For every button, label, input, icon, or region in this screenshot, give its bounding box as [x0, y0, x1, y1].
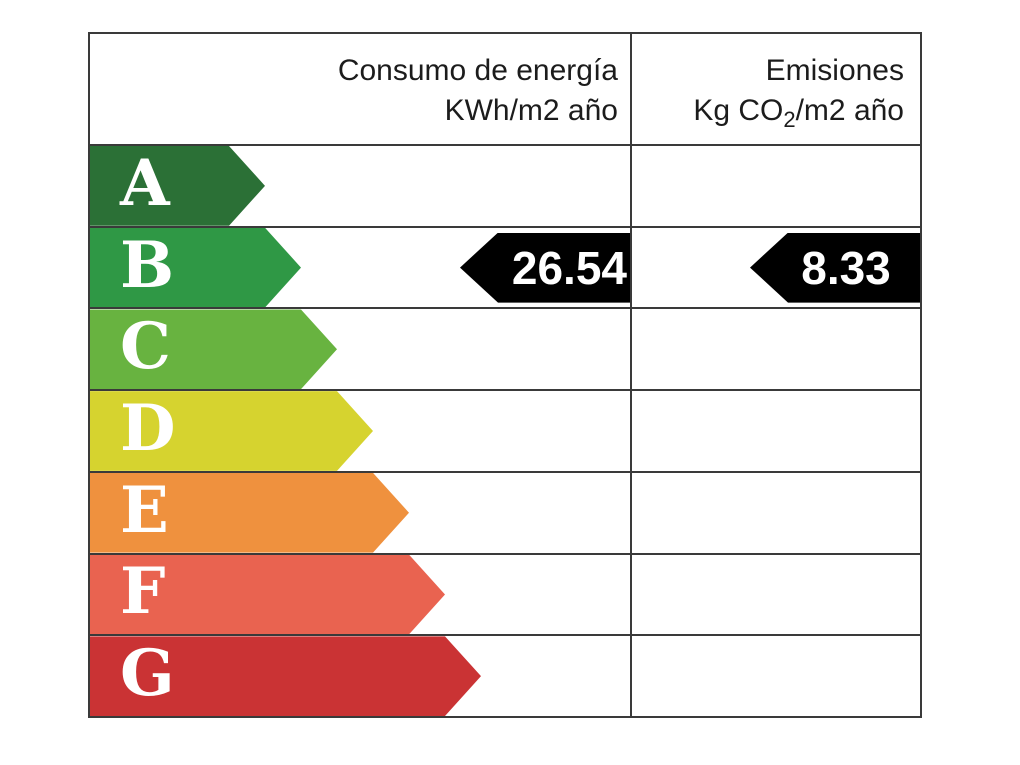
consumption-column-header: Consumo de energía KWh/m2 año	[90, 34, 630, 144]
consumption-value-arrow: 26.54	[460, 232, 630, 303]
rating-arrow-icon-f: F	[90, 555, 445, 635]
rating-letter: B	[120, 227, 175, 303]
emissions-header-line2: Kg CO2/m2 año	[693, 91, 904, 131]
rating-arrow-icon-d: D	[90, 391, 373, 471]
rating-letter: F	[120, 554, 166, 630]
rating-row-f: F	[90, 552, 920, 635]
emissions-header-units: /m2 año	[795, 94, 904, 127]
rating-row-emissions-cell	[630, 636, 920, 717]
rating-row-consumption-cell: B 26.54	[90, 228, 630, 308]
table-header-row: Consumo de energía KWh/m2 año Emisiones …	[90, 34, 920, 146]
rating-letter: C	[120, 309, 171, 385]
rating-arrow-icon-a: A	[90, 146, 265, 226]
rating-letter: D	[120, 391, 176, 467]
rating-arrow-icon-e: E	[90, 473, 409, 553]
rating-row-consumption-cell: A	[90, 146, 630, 226]
rating-row-e: E	[90, 470, 920, 553]
consumption-header-line1: Consumo de energía	[337, 54, 618, 87]
rating-row-emissions-cell	[630, 309, 920, 390]
rating-row-consumption-cell: F	[90, 555, 630, 635]
rating-row-consumption-cell: G	[90, 636, 630, 716]
rating-row-emissions-cell	[630, 554, 920, 635]
rating-row-g: G	[90, 634, 920, 717]
emissions-value-arrow: 8.33	[750, 232, 920, 303]
rating-row-c: C	[90, 307, 920, 390]
rating-arrow-icon-g: G	[90, 636, 481, 716]
rating-row-b: B 26.54 8.33	[90, 225, 920, 308]
rating-letter: E	[120, 472, 169, 548]
emissions-header-co2-subscript: 2	[783, 107, 796, 132]
rating-row-consumption-cell: C	[90, 309, 630, 389]
rating-row-emissions-cell	[630, 472, 920, 553]
rating-row-d: D	[90, 389, 920, 471]
rating-row-emissions-cell: 8.33	[630, 227, 920, 308]
emissions-header-line1: Emisiones	[765, 54, 904, 87]
rating-arrow-icon-b: B	[90, 228, 301, 308]
emissions-header-co: Kg CO	[693, 94, 784, 127]
rating-row-consumption-cell: E	[90, 473, 630, 553]
rating-letter: A	[120, 145, 170, 221]
rating-rows: A B 26.54 8.33 C D E	[90, 146, 920, 717]
emissions-column-header: Emisiones Kg CO2/m2 año	[630, 34, 920, 144]
rating-row-emissions-cell	[630, 391, 920, 471]
rating-letter: G	[120, 636, 175, 712]
rating-row-a: A	[90, 146, 920, 226]
energy-certificate-table: Consumo de energía KWh/m2 año Emisiones …	[88, 32, 922, 718]
rating-row-emissions-cell	[630, 146, 920, 226]
rating-row-consumption-cell: D	[90, 391, 630, 471]
consumption-header-line2: KWh/m2 año	[444, 94, 618, 127]
rating-arrow-icon-c: C	[90, 309, 337, 389]
